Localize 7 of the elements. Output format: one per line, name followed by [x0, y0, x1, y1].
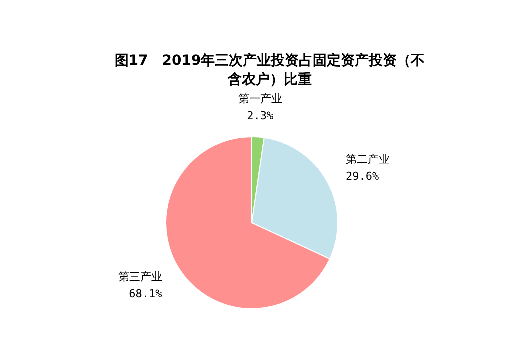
slice-label: 第三产业 — [118, 270, 162, 284]
data-label: 68.1% — [129, 287, 163, 300]
data-label: 29.6% — [346, 170, 380, 183]
slice-label: 第二产业 — [346, 152, 390, 166]
data-label: 2.3% — [247, 109, 274, 122]
slice-label: 第一产业 — [238, 92, 282, 106]
chart-title: 图17 2019年三次产业投资占固定资产投资（不含农户）比重 — [114, 52, 426, 90]
